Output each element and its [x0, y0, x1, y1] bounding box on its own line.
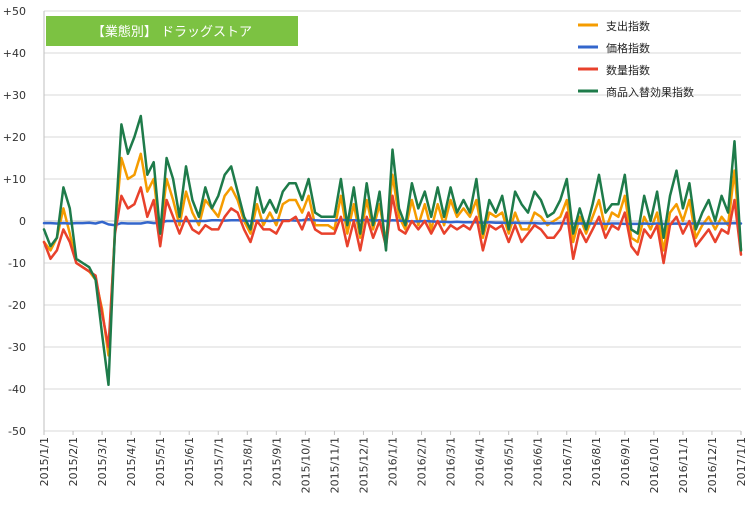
y-axis-ticks: +50 +40 +30 +20 +10 0 -10 -20 -30 -40 -50: [3, 5, 26, 438]
y-tick-label: -20: [8, 299, 26, 312]
x-tick-label: 2015/2/1: [67, 437, 80, 486]
x-tick-label: 2016/8/1: [590, 437, 603, 486]
x-tick-label: 2016/1/1: [387, 437, 400, 486]
x-tick-label: 2015/3/1: [96, 437, 109, 486]
series-line-1: [42, 218, 743, 227]
y-tick-label: -50: [8, 425, 26, 438]
y-tick-label: -10: [8, 257, 26, 270]
legend-label-3: 商品入替効果指数: [606, 85, 694, 99]
x-tick-label: 2016/10/1: [648, 437, 661, 493]
x-tick-label: 2015/10/1: [299, 437, 312, 493]
x-tick-label: 2015/12/1: [357, 437, 370, 493]
x-tick-label: 2016/4/1: [474, 437, 487, 486]
chart-title-box: 【業態別】 ドラッグストア: [46, 16, 298, 46]
y-tick-label: +50: [3, 5, 26, 18]
x-tick-label: 2017/1/1: [735, 437, 745, 486]
x-tick-label: 2015/4/1: [125, 437, 138, 486]
y-tick-label: +40: [3, 47, 26, 60]
y-tick-label: +10: [3, 173, 26, 186]
x-tick-label: 2016/2/1: [416, 437, 429, 486]
chart-title-background: [46, 16, 298, 46]
x-tick-label: 2016/7/1: [561, 437, 574, 486]
x-tick-label: 2015/6/1: [183, 437, 196, 486]
series-layer: [42, 114, 743, 387]
y-tick-label: +30: [3, 89, 26, 102]
y-tick-label: +20: [3, 131, 26, 144]
series-line-3: [42, 114, 743, 387]
legend-label-0: 支出指数: [606, 19, 650, 33]
legend-label-2: 数量指数: [606, 63, 650, 77]
x-tick-label: 2016/11/1: [677, 437, 690, 493]
y-tick-label: -30: [8, 341, 26, 354]
x-tick-label: 2016/9/1: [619, 437, 632, 486]
x-tick-label: 2015/11/1: [328, 437, 341, 493]
x-tick-label: 2016/5/1: [503, 437, 516, 486]
y-tick-label: 0: [19, 215, 26, 228]
x-tick-label: 2015/8/1: [241, 437, 254, 486]
legend-label-1: 価格指数: [606, 41, 650, 55]
x-tick-label: 2015/7/1: [212, 437, 225, 486]
x-tick-label: 2016/12/1: [706, 437, 719, 493]
x-tick-label: 2016/6/1: [532, 437, 545, 486]
y-tick-label: -40: [8, 383, 26, 396]
x-tick-label: 2016/3/1: [445, 437, 458, 486]
x-tick-label: 2015/1/1: [38, 437, 51, 486]
x-axis-ticks: 2015/1/1 2015/2/1 2015/3/1 2015/4/1 2015/5/1…: [38, 431, 745, 493]
x-tick-label: 2015/5/1: [154, 437, 167, 486]
chart-title: 【業態別】 ドラッグストア: [92, 24, 252, 40]
series-line-2: [42, 186, 743, 349]
x-tick-label: 2015/9/1: [270, 437, 283, 486]
